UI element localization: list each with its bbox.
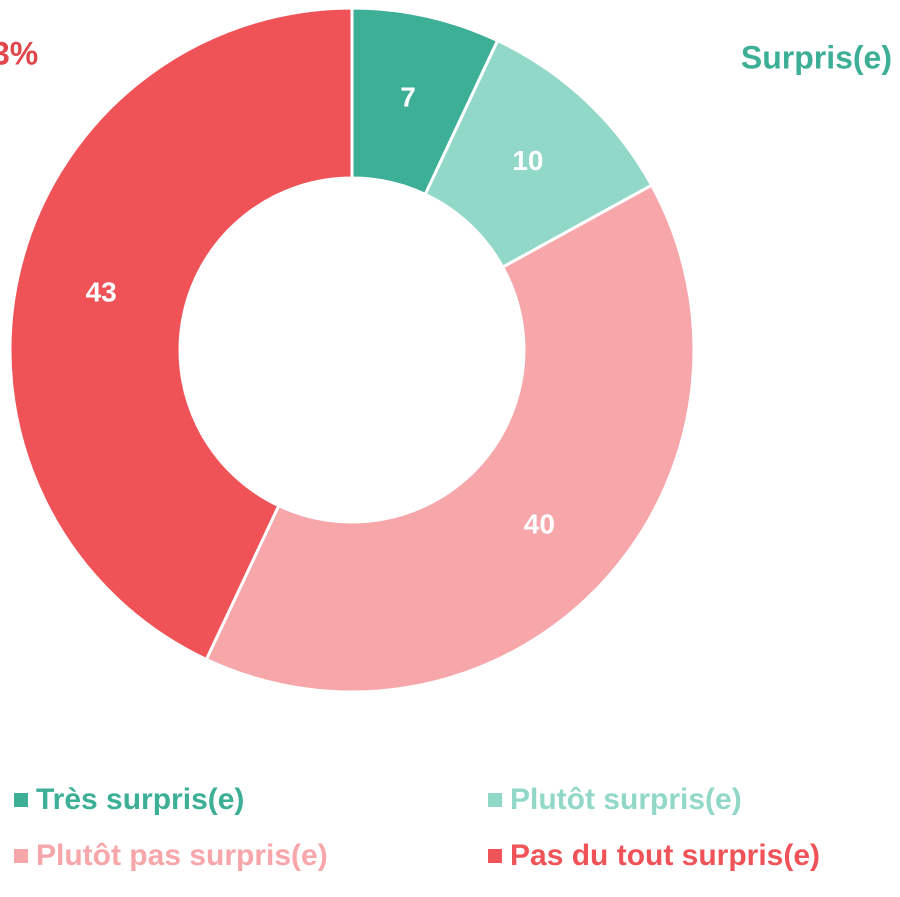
annotation: Surpris(e) bbox=[741, 39, 892, 75]
legend-swatch bbox=[488, 793, 502, 807]
legend-label: Très surpris(e) bbox=[36, 783, 244, 816]
legend-label: Pas du tout surpris(e) bbox=[510, 839, 820, 872]
data-label: 40 bbox=[524, 508, 555, 539]
data-label: 10 bbox=[512, 145, 543, 176]
legend-swatch bbox=[14, 849, 28, 863]
data-label: 7 bbox=[400, 82, 416, 113]
legend-label: Plutôt pas surpris(e) bbox=[36, 839, 328, 872]
donut-slice bbox=[8, 6, 354, 662]
data-label: 43 bbox=[86, 276, 117, 307]
annotation: 3% bbox=[0, 35, 38, 71]
legend-swatch bbox=[488, 849, 502, 863]
donut-slice bbox=[204, 183, 696, 694]
legend-label: Plutôt surpris(e) bbox=[510, 783, 742, 816]
legend-swatch bbox=[14, 793, 28, 807]
